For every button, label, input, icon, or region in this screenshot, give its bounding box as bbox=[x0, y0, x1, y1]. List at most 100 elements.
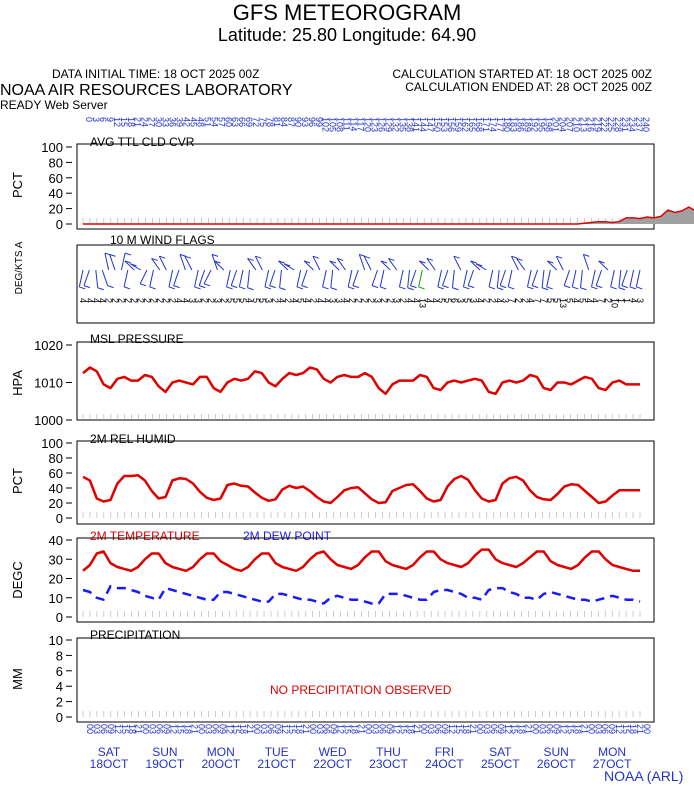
day-of-week-label: SAT bbox=[98, 745, 121, 759]
credit-label: NOAA (ARL) bbox=[604, 768, 684, 784]
hour-tick-label: 222 bbox=[599, 117, 609, 132]
wind-speed-label: 5 bbox=[251, 298, 261, 303]
wind-barb-flag bbox=[231, 285, 238, 289]
wind-barb-flag bbox=[546, 286, 553, 290]
utc-tick-label: 06 bbox=[210, 724, 220, 734]
hour-tick-label: 21 bbox=[133, 117, 143, 127]
wind-speed-label: 2 bbox=[398, 298, 408, 303]
pressure-line bbox=[82, 366, 640, 396]
wind-barb bbox=[95, 269, 99, 288]
utc-tick-label: 18 bbox=[572, 724, 582, 734]
utc-tick-label: 03 bbox=[370, 724, 380, 734]
panel-frame bbox=[76, 637, 655, 723]
utc-tick-label: 03 bbox=[203, 724, 213, 734]
wind-barb bbox=[488, 269, 494, 288]
wind-barb-flag bbox=[399, 286, 406, 290]
hour-tick-label: 60 bbox=[223, 117, 233, 127]
y-tick-label: 80 bbox=[49, 451, 63, 466]
hour-tick-label: 93 bbox=[300, 117, 310, 127]
hour-tick-label: 54 bbox=[209, 117, 219, 127]
hour-tick-label: 150 bbox=[432, 117, 442, 132]
wind-speed-label: 5 bbox=[238, 298, 248, 303]
utc-tick-label: 03 bbox=[92, 724, 102, 734]
utc-tick-label: 21 bbox=[357, 724, 367, 734]
wind-speed-label: 5 bbox=[565, 298, 575, 303]
hour-tick-label: 198 bbox=[544, 117, 554, 132]
day-of-week-label: SUN bbox=[152, 745, 177, 759]
wind-barb bbox=[104, 252, 110, 271]
wind-barb-flag bbox=[109, 253, 116, 257]
wind-speed-label: 4 bbox=[244, 298, 254, 303]
wind-barb bbox=[203, 269, 212, 285]
y-tick-label: 1010 bbox=[34, 376, 63, 391]
wind-barb-flag bbox=[470, 260, 477, 264]
utc-tick-label: 18 bbox=[127, 724, 137, 734]
wind-barb-flag bbox=[532, 285, 539, 289]
cloud-cover-line bbox=[83, 206, 694, 225]
wind-barb-flag bbox=[211, 253, 219, 257]
wind-speed-label: 4 bbox=[424, 298, 434, 303]
wind-barb-flag bbox=[453, 255, 460, 259]
utc-tick-label: 00 bbox=[419, 724, 429, 734]
hour-tick-label: 192 bbox=[530, 117, 540, 132]
wind-speed-label: 4 bbox=[340, 298, 350, 303]
hour-tick-label: 48 bbox=[195, 117, 205, 127]
wind-speed-label: 3 bbox=[501, 298, 511, 303]
wind-barb bbox=[407, 269, 411, 288]
wind-barb-flag bbox=[388, 257, 395, 261]
wind-speed-label: 2 bbox=[379, 298, 389, 303]
wind-barb-flag bbox=[97, 287, 104, 291]
wind-barb-flag bbox=[598, 260, 605, 264]
utc-tick-label: 03 bbox=[426, 724, 436, 734]
utc-tick-label: 12 bbox=[503, 724, 513, 734]
utc-tick-label: 00 bbox=[586, 724, 596, 734]
panel-ylabel: HPA bbox=[10, 370, 25, 396]
wind-speed-label: 3 bbox=[212, 298, 222, 303]
wind-speed-label: 3 bbox=[469, 298, 479, 303]
lab-name: NOAA AIR RESOURCES LABORATORY bbox=[0, 82, 293, 99]
wind-barb bbox=[123, 269, 129, 288]
utc-tick-label: 09 bbox=[329, 724, 339, 734]
utc-tick-label: 09 bbox=[273, 724, 283, 734]
wind-speed-label: 6 bbox=[449, 298, 459, 303]
utc-tick-label: 09 bbox=[607, 724, 617, 734]
utc-tick-label: 21 bbox=[189, 724, 199, 734]
utc-tick-label: 09 bbox=[106, 724, 116, 734]
wind-barb-flag bbox=[151, 257, 158, 261]
wind-barb-flag bbox=[511, 255, 518, 259]
wind-barb-flag bbox=[214, 260, 221, 264]
wind-barb bbox=[109, 254, 116, 271]
temperature-line bbox=[82, 548, 640, 573]
wind-barb-flag bbox=[247, 287, 254, 291]
y-tick-label: 80 bbox=[49, 155, 63, 170]
wind-speed-label: 4 bbox=[405, 298, 415, 303]
hour-tick-label: 78 bbox=[265, 117, 275, 127]
hour-tick-label: 42 bbox=[181, 117, 191, 127]
day-of-week-label: SUN bbox=[544, 745, 569, 759]
panel-ylabel: DEGC bbox=[10, 561, 25, 599]
wind-speed-label: 4 bbox=[91, 298, 101, 303]
wind-barb bbox=[124, 260, 135, 271]
hour-tick-label: 159 bbox=[453, 117, 463, 132]
hour-tick-label: 27 bbox=[147, 117, 157, 127]
utc-tick-label: 12 bbox=[336, 724, 346, 734]
humidity-line bbox=[82, 474, 640, 505]
utc-tick-label: 15 bbox=[231, 724, 241, 734]
hour-tick-label: 30 bbox=[154, 117, 164, 127]
y-tick-label: 10 bbox=[49, 633, 63, 648]
wind-barb bbox=[563, 269, 571, 286]
wind-barb-flag bbox=[488, 286, 496, 290]
hour-tick-label: 36 bbox=[168, 117, 178, 127]
utc-tick-label: 12 bbox=[614, 724, 624, 734]
wind-barb-flag bbox=[508, 286, 515, 290]
hour-tick-label: 102 bbox=[321, 117, 331, 132]
wind-barb-flag bbox=[621, 285, 628, 289]
wind-speed-label: 2 bbox=[385, 298, 395, 303]
hour-tick-label: 210 bbox=[571, 117, 581, 132]
wind-barb bbox=[635, 269, 641, 288]
utc-tick-label: 15 bbox=[343, 724, 353, 734]
utc-tick-label: 09 bbox=[217, 724, 227, 734]
wind-barb bbox=[358, 254, 366, 271]
utc-tick-label: 00 bbox=[531, 724, 541, 734]
wind-barb-flag bbox=[437, 286, 444, 290]
